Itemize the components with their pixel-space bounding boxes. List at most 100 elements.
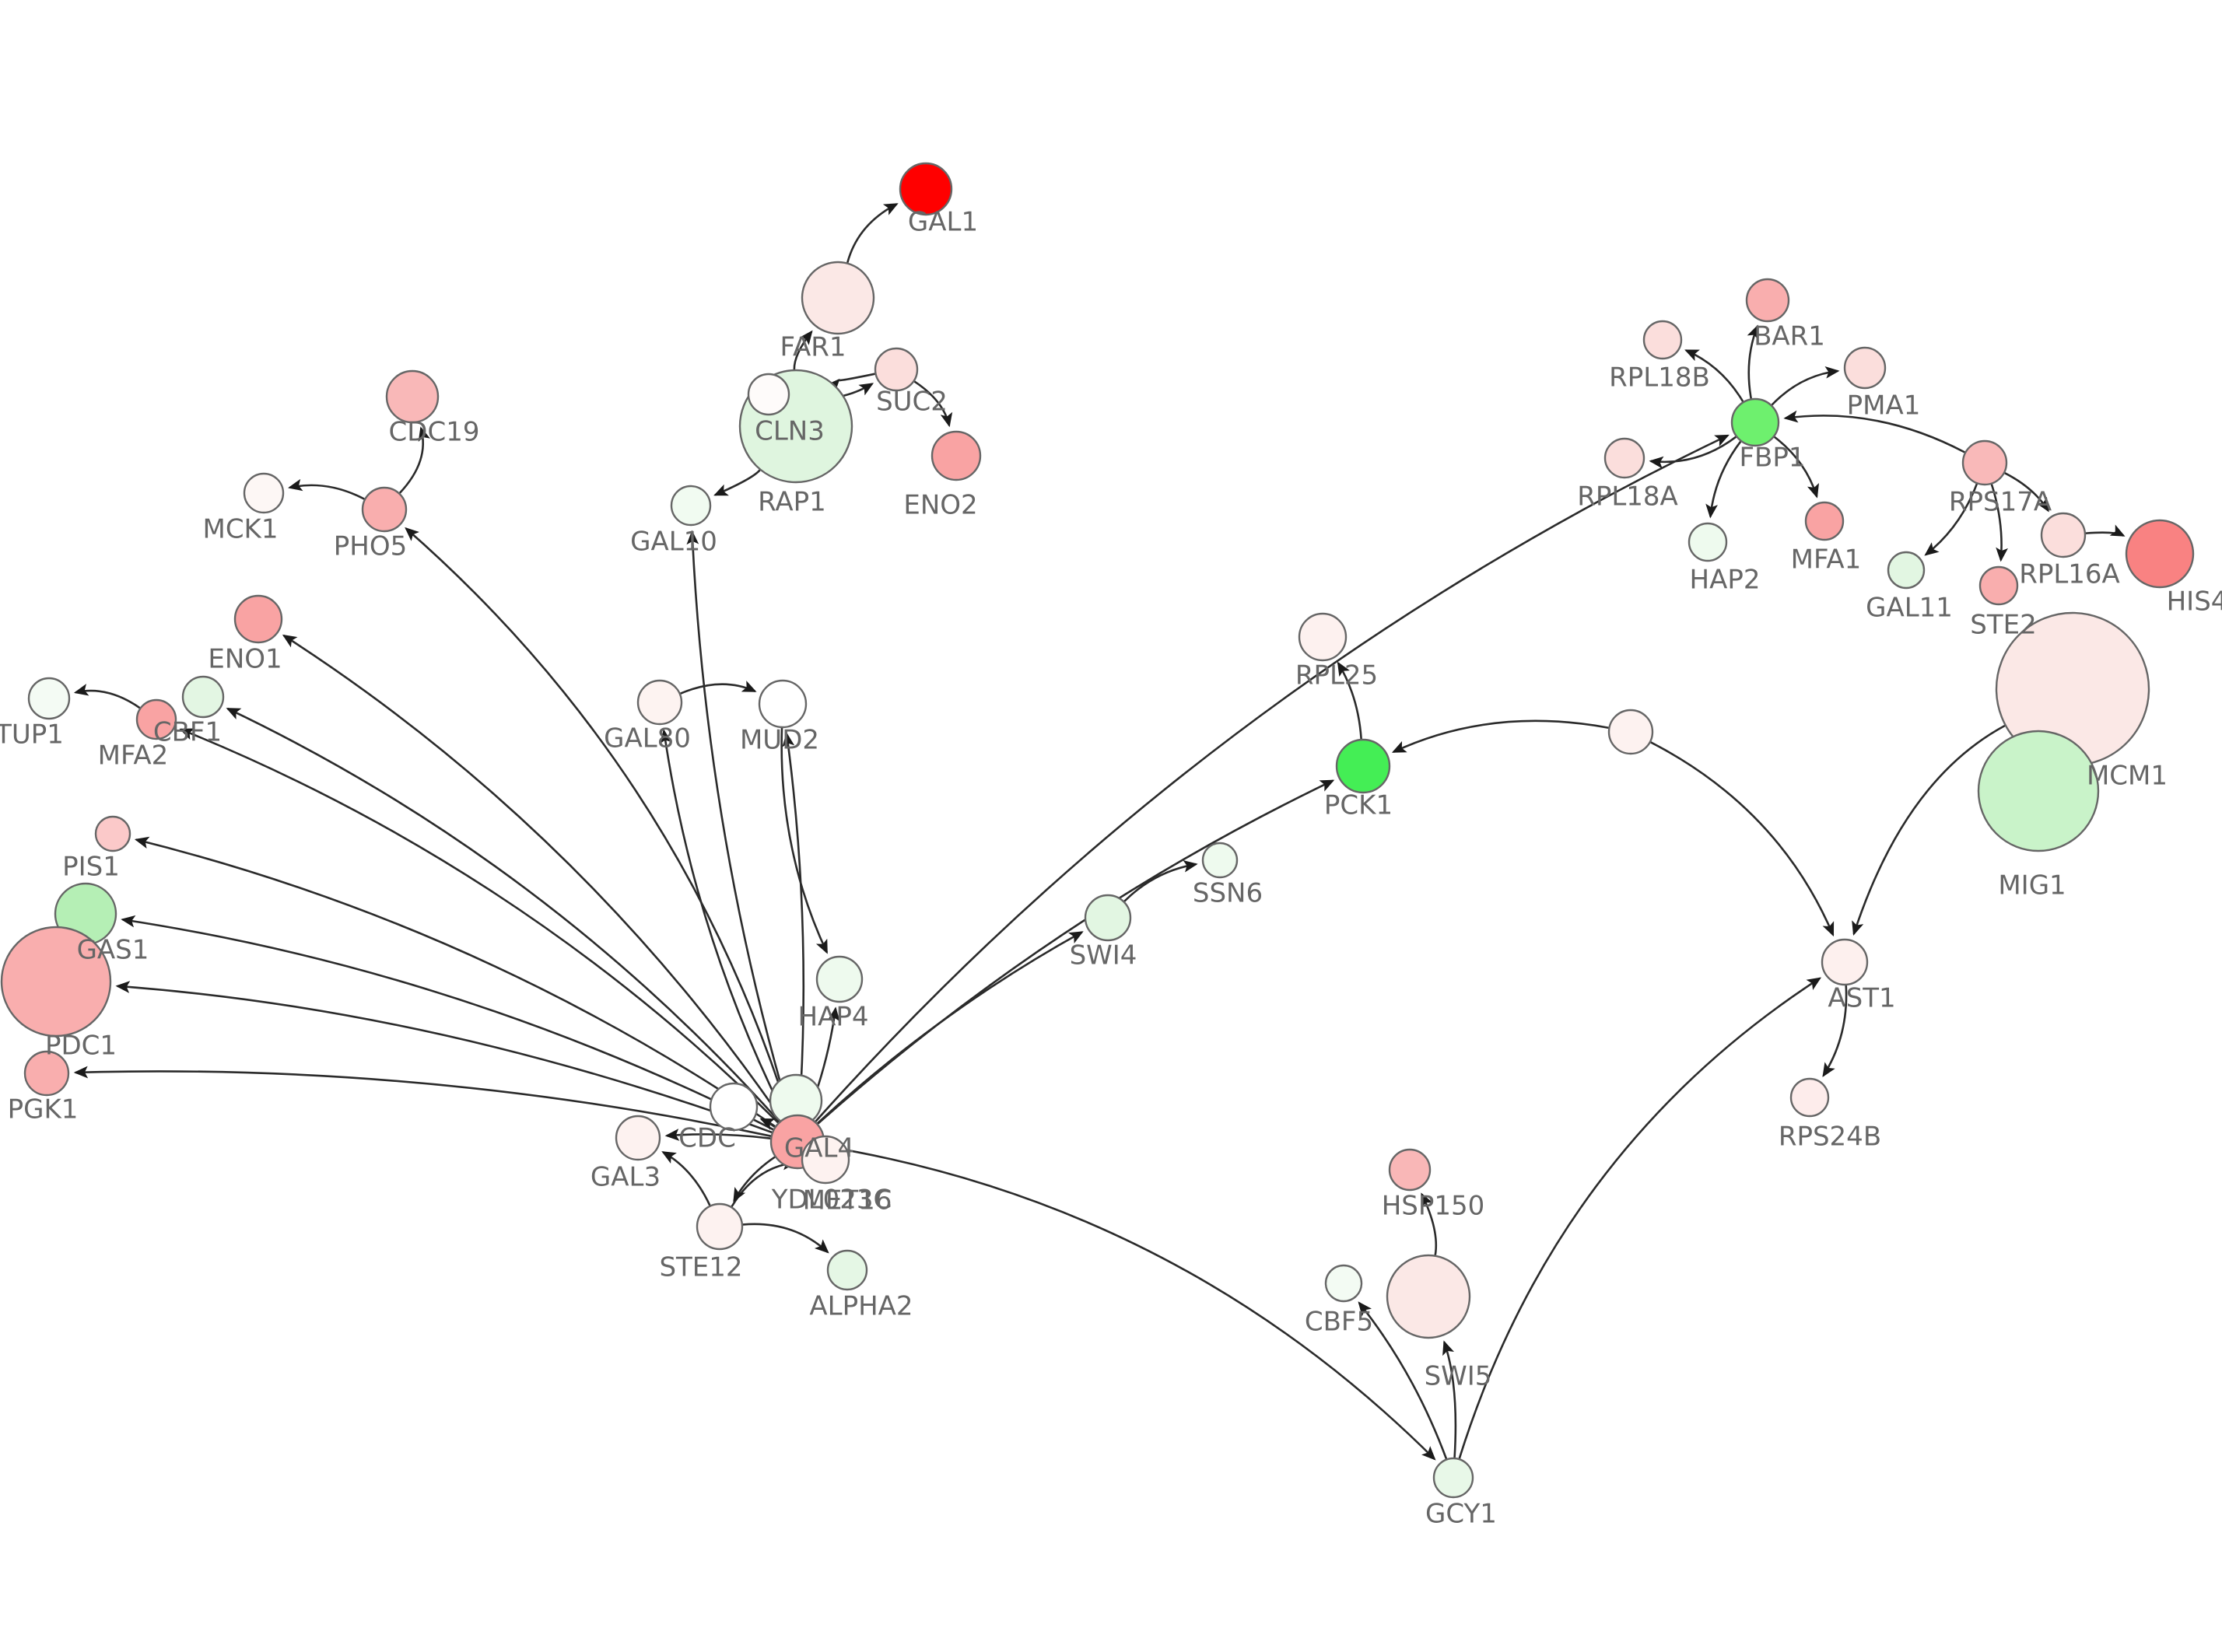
node-cbf1[interactable]	[181, 675, 225, 719]
node-label-gal11: GAL11	[1866, 593, 1953, 624]
edge-gal4-to-pgk1	[73, 1066, 772, 1137]
edge-nod1-to-ast1	[1650, 741, 1835, 937]
edge-fbp1-to-pma1	[1771, 366, 1840, 406]
edge-swi4-to-ssn6	[1123, 859, 1198, 902]
node-label-alpha2: ALPHA2	[809, 1291, 913, 1322]
node-cbf5[interactable]	[1324, 1264, 1363, 1303]
node-his4[interactable]	[2125, 519, 2195, 589]
node-label-hap4: HAP4	[798, 1002, 869, 1033]
node-alpha2[interactable]	[826, 1249, 868, 1291]
node-label-pma1: PMA1	[1847, 390, 1921, 422]
node-rpl18b[interactable]	[1642, 320, 1683, 360]
edge-ast1-to-rps24b	[1822, 985, 1848, 1078]
node-gal80[interactable]	[636, 679, 683, 726]
node-label-rpl18b: RPL18B	[1609, 362, 1710, 394]
node-label-mud2: MUD2	[740, 725, 819, 756]
node-nod1[interactable]	[1607, 709, 1654, 755]
edge-gcy1-to-swi5	[1442, 1340, 1457, 1458]
node-cdc19[interactable]	[385, 369, 440, 424]
edge-gal4-to-gal3	[664, 1129, 771, 1141]
node-bar1[interactable]	[1745, 278, 1790, 323]
node-rap1[interactable]	[747, 373, 790, 416]
node-ste12[interactable]	[696, 1202, 744, 1251]
edge-fbp1-to-hap2	[1705, 440, 1742, 519]
node-hsp150[interactable]	[1388, 1148, 1432, 1192]
edge-fbp1-to-rpl18b	[1684, 349, 1744, 402]
node-mig1[interactable]	[1977, 730, 2100, 852]
edge-mcm1-to-ast1	[1852, 724, 2006, 936]
node-label-hsp150: HSP150	[1382, 1191, 1485, 1222]
edge-fbp1-to-mfa1	[1773, 436, 1819, 499]
node-layer	[0, 162, 2195, 1499]
node-pgk1[interactable]	[23, 1050, 70, 1097]
node-mfa2[interactable]	[135, 698, 177, 740]
node-label-ste12: STE12	[659, 1252, 742, 1283]
edge-gal4-to-pck1	[817, 779, 1335, 1125]
node-rpl16a[interactable]	[2040, 512, 2087, 558]
node-label-mfa2: MFA2	[98, 740, 169, 772]
edge-fbp1-to-rpl18a	[1649, 436, 1737, 469]
node-pho5[interactable]	[361, 486, 408, 533]
node-eno2[interactable]	[931, 430, 982, 481]
node-ssn6[interactable]	[1201, 842, 1239, 879]
node-rps17a[interactable]	[1961, 439, 2008, 486]
edge-layer	[73, 203, 2126, 1461]
node-swi4[interactable]	[1084, 894, 1132, 942]
node-far1[interactable]	[801, 261, 875, 335]
node-gcy1[interactable]	[1432, 1457, 1474, 1499]
node-hap2[interactable]	[1688, 522, 1728, 562]
node-mfa1[interactable]	[1804, 501, 1845, 541]
edge-gcy1-to-cbf5	[1358, 1301, 1448, 1460]
node-eno1[interactable]	[233, 594, 283, 644]
node-label-pis1: PIS1	[62, 852, 120, 883]
node-gal3[interactable]	[615, 1115, 661, 1161]
edge-mud2-to-hap4	[780, 727, 829, 954]
node-mck1[interactable]	[243, 472, 285, 514]
node-label-mcm1: MCM1	[2087, 761, 2168, 792]
node-ste2[interactable]	[1978, 565, 2019, 606]
node-gal1[interactable]	[899, 162, 953, 216]
node-swi5[interactable]	[1386, 1254, 1471, 1339]
node-hap4[interactable]	[815, 955, 864, 1003]
node-label-gcy1: GCY1	[1425, 1499, 1497, 1530]
node-label-ste2: STE2	[1970, 610, 2036, 641]
node-fbp1[interactable]	[1730, 397, 1780, 447]
edge-gal4-to-fbp1	[815, 434, 1730, 1122]
node-suc2[interactable]	[874, 347, 919, 392]
node-rps24b[interactable]	[1789, 1077, 1830, 1118]
edge-ste12-to-alpha2	[742, 1223, 829, 1254]
edge-ste12-to-gal3	[661, 1151, 711, 1206]
node-rpl25[interactable]	[1298, 612, 1348, 662]
node-rpl18a[interactable]	[1603, 437, 1645, 479]
node-label-rap1: RAP1	[758, 487, 826, 518]
node-label-far1: FAR1	[780, 332, 846, 363]
node-gal10[interactable]	[670, 485, 712, 527]
node-label-pho5: PHO5	[334, 531, 407, 562]
node-pis1[interactable]	[94, 815, 131, 852]
edge-suc2-to-eno2	[913, 380, 953, 428]
node-label-met16: MET16	[803, 1185, 892, 1216]
node-gal11[interactable]	[1887, 551, 1926, 590]
node-pma1[interactable]	[1843, 346, 1887, 390]
node-label-gal80: GAL80	[604, 723, 691, 754]
edge-swi5-to-hsp150	[1421, 1192, 1438, 1255]
node-tup1[interactable]	[27, 677, 71, 720]
node-mud2[interactable]	[758, 679, 808, 729]
edge-fbp1-to-bar1	[1747, 324, 1759, 399]
node-label-swi5: SWI5	[1425, 1361, 1492, 1392]
node-label-rpl25: RPL25	[1295, 660, 1378, 691]
node-ydl023c[interactable]	[801, 1135, 850, 1185]
node-cdc[interactable]	[709, 1082, 759, 1132]
node-label-gal1: GAL1	[908, 207, 978, 238]
edge-far1-to-gal1	[846, 203, 899, 263]
node-ast1[interactable]	[1821, 938, 1869, 986]
edge-mfa2-to-tup1	[73, 684, 141, 709]
node-pck1[interactable]	[1335, 738, 1391, 794]
node-label-mck1: MCK1	[202, 514, 278, 545]
edge-gal4-to-mfa2	[179, 728, 780, 1124]
node-label-rpl18a: RPL18A	[1577, 481, 1678, 513]
node-pdc1[interactable]	[0, 926, 112, 1038]
edge-rps17a-to-ste2	[1990, 484, 2008, 562]
